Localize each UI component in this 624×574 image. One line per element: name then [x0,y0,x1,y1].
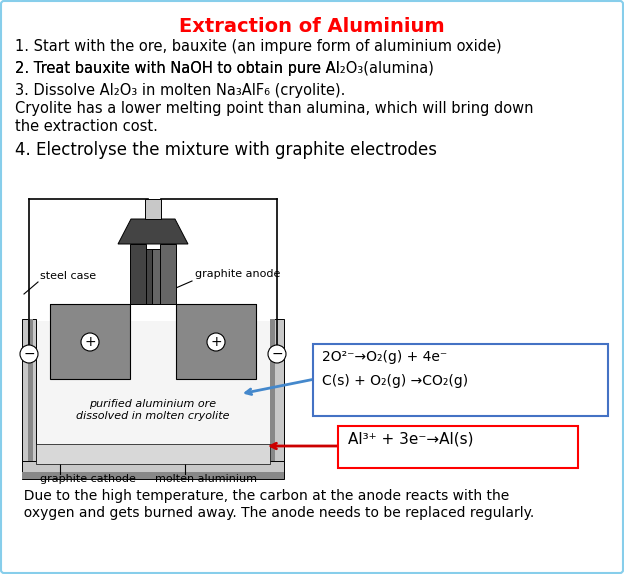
Bar [152,249,166,304]
Bar [338,426,578,468]
Text: oxygen and gets burned away. The anode needs to be replaced regularly.: oxygen and gets burned away. The anode n… [15,506,534,520]
Circle shape [268,345,286,363]
Text: +: + [84,335,96,349]
Text: −: − [23,347,35,361]
Bar [36,321,270,461]
Bar [270,319,275,464]
Text: molten aluminium: molten aluminium [155,474,257,484]
Circle shape [81,333,99,351]
Polygon shape [118,219,188,244]
Text: C(s) + O₂(g) →CO₂(g): C(s) + O₂(g) →CO₂(g) [322,374,468,388]
Bar [270,319,284,464]
Bar [145,199,161,219]
Circle shape [20,345,38,363]
Bar [176,304,256,379]
Bar [50,304,130,379]
Text: Extraction of Aluminium: Extraction of Aluminium [179,17,445,36]
Bar [313,344,608,416]
Text: purified aluminium ore: purified aluminium ore [89,399,217,409]
Text: steel case: steel case [40,271,96,281]
Circle shape [207,333,225,351]
Text: Al³⁺ + 3e⁻→Al(s): Al³⁺ + 3e⁻→Al(s) [348,431,474,446]
Bar [22,319,36,464]
Text: dissolved in molten cryolite: dissolved in molten cryolite [76,411,230,421]
Text: 3. Dissolve Al₂O₃ in molten Na₃AlF₆ (cryolite).: 3. Dissolve Al₂O₃ in molten Na₃AlF₆ (cry… [15,83,345,98]
Text: +: + [210,335,222,349]
Text: the extraction cost.: the extraction cost. [15,119,158,134]
Text: 2. Treat bauxite with NaOH to obtain pure Al: 2. Treat bauxite with NaOH to obtain pur… [15,61,339,76]
Bar [130,244,146,304]
Text: 2O²⁻→O₂(g) + 4e⁻: 2O²⁻→O₂(g) + 4e⁻ [322,350,447,364]
Text: Cryolite has a lower melting point than alumina, which will bring down: Cryolite has a lower melting point than … [15,101,534,116]
Text: 1. Start with the ore, bauxite (an impure form of aluminium oxide): 1. Start with the ore, bauxite (an impur… [15,39,502,54]
Text: 4. Electrolyse the mixture with graphite electrodes: 4. Electrolyse the mixture with graphite… [15,141,437,159]
Bar [28,319,33,464]
Text: 2. Treat bauxite with NaOH to obtain pure Al₂O₃(alumina): 2. Treat bauxite with NaOH to obtain pur… [15,61,434,76]
Bar [160,244,176,304]
Text: graphite cathode: graphite cathode [40,474,136,484]
Bar [22,472,284,479]
Bar [22,461,284,479]
Bar [36,444,270,464]
Text: Due to the high temperature, the carbon at the anode reacts with the: Due to the high temperature, the carbon … [15,489,509,503]
Text: graphite anode: graphite anode [195,269,280,279]
Text: −: − [271,347,283,361]
Bar [140,249,154,304]
